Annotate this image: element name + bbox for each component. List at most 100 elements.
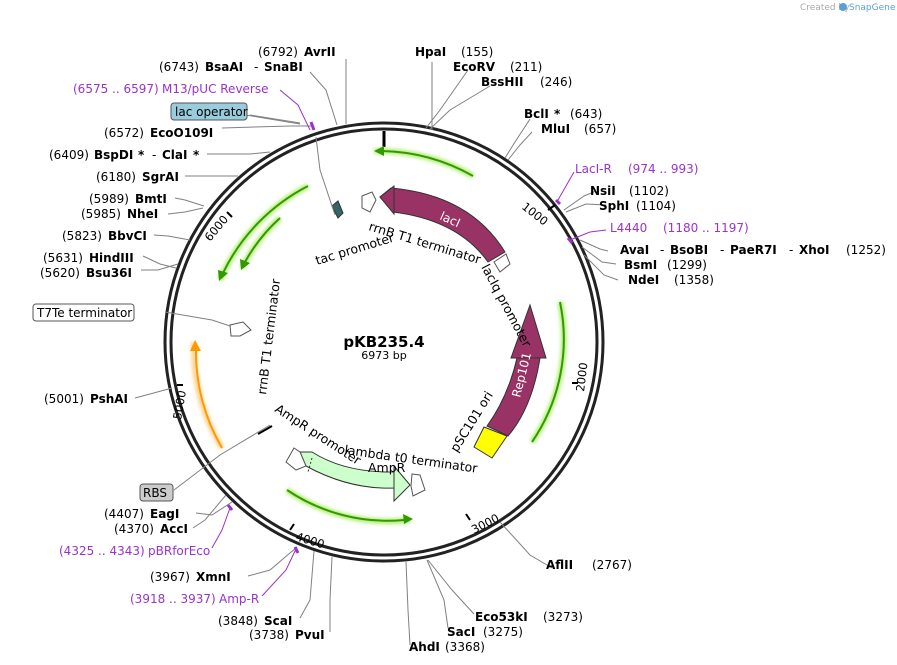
primer-ampr-range: (3918 .. 3937) — [130, 592, 216, 606]
site-mlui[interactable]: MluI (657) — [541, 122, 616, 136]
site-avrii[interactable]: (6792) AvrII — [258, 45, 336, 59]
t7te-terminator-label: T7Te terminator — [36, 306, 132, 320]
site-bmti[interactable]: (5989) BmtI — [89, 192, 167, 206]
primer-laci-r[interactable]: LacI-R (974 .. 993) — [575, 162, 698, 176]
site-nsii[interactable]: NsiI (1102) — [590, 184, 669, 198]
feature-psc101-ori[interactable] — [473, 426, 508, 459]
site-bspdi[interactable]: (6409) BspDI * - ClaI * — [49, 148, 200, 162]
tick-3000: 3000 — [469, 511, 501, 537]
t7te-terminator-box[interactable]: T7Te terminator — [32, 303, 135, 322]
site-mlui-name: MluI — [541, 122, 570, 136]
laciq-promoter-label: lacIq promoter — [478, 261, 535, 350]
lac-operator-box[interactable]: lac operator — [170, 102, 248, 121]
site-snabi-name: SnaBI — [264, 60, 303, 74]
primer-amp-r[interactable]: (3918 .. 3937) Amp-R — [130, 592, 259, 606]
site-sphi[interactable]: SphI (1104) — [599, 199, 676, 213]
site-hindiii[interactable]: (5631) HindIII — [43, 251, 134, 265]
site-bbvci[interactable]: (5823) BbvCI — [62, 229, 147, 243]
site-eagi[interactable]: (4407) EagI — [104, 507, 179, 521]
site-bcli[interactable]: BclI * (643) — [524, 107, 602, 121]
site-eagi-pos: (4407) — [104, 507, 144, 521]
lac-operator-label: lac operator — [175, 105, 248, 119]
site-avrii-name: AvrII — [304, 45, 336, 59]
site-clai-name: ClaI — [162, 148, 187, 162]
site-bsmi-pos: (1299) — [667, 258, 707, 272]
site-bsaai[interactable]: (6743) BsaAI - SnaBI — [159, 60, 303, 74]
site-sgrai[interactable]: (6180) SgrAI — [96, 170, 179, 184]
site-sgrai-pos: (6180) — [96, 170, 136, 184]
feature-lambda-terminator[interactable] — [410, 473, 426, 497]
site-bbvci-pos: (5823) — [62, 229, 102, 243]
primer-l4440-range: (1180 .. 1197) — [663, 221, 749, 235]
site-bsmi[interactable]: BsmI (1299) — [624, 258, 707, 272]
site-ndei[interactable]: NdeI (1358) — [628, 273, 714, 287]
tac-promoter-label: tac promoter — [313, 229, 396, 267]
site-ahdi[interactable]: AhdI (3368) — [409, 640, 485, 654]
feature-tac-promoter[interactable] — [331, 200, 344, 219]
site-eagi-name: EagI — [150, 507, 179, 521]
site-xhoi-name: XhoI — [799, 243, 830, 257]
site-ecorv[interactable]: EcoRV (211) — [453, 60, 542, 74]
site-pshai[interactable]: (5001) PshAI — [44, 392, 128, 406]
feature-rrnb-left[interactable] — [229, 321, 252, 337]
site-bcli-pos: (643) — [570, 107, 602, 121]
site-ndei-name: NdeI — [628, 273, 659, 287]
site-aflii-name: AflII — [546, 558, 573, 572]
rbs-label: RBS — [143, 486, 167, 500]
site-pvui-pos: (3738) — [249, 628, 289, 642]
orf-arcs — [190, 146, 567, 525]
primer-laci-r-name: LacI-R — [575, 162, 612, 176]
feature-rep101[interactable]: Rep101 — [486, 303, 547, 437]
rbs-box[interactable]: RBS — [139, 483, 174, 502]
site-nhei[interactable]: (5985) NheI — [81, 207, 158, 221]
site-hpai-pos: (155) — [461, 45, 493, 59]
site-saci[interactable]: SacI (3275) — [447, 625, 523, 639]
feature-laciq-promoter[interactable] — [493, 253, 511, 273]
site-bmti-pos: (5989) — [89, 192, 129, 206]
site-bsaai-name: BsaAI — [205, 60, 243, 74]
feature-laci[interactable]: lacI — [379, 184, 506, 263]
site-pshai-name: PshAI — [90, 392, 128, 406]
site-bspdi-star: * — [138, 148, 145, 162]
site-eco0109i[interactable]: (6572) EcoO109I — [104, 126, 213, 140]
ampr-label: AmpR — [368, 460, 406, 475]
site-xmni[interactable]: (3967) XmnI — [150, 570, 231, 584]
site-bmti-name: BmtI — [135, 192, 167, 206]
site-bsobi-name: BsoBI — [670, 243, 708, 257]
primer-laci-r-range: (974 .. 993) — [628, 162, 698, 176]
site-bsu36i-name: Bsu36I — [86, 266, 132, 280]
site-xmni-name: XmnI — [196, 570, 231, 584]
site-ndei-pos: (1358) — [674, 273, 714, 287]
site-hindiii-name: HindIII — [89, 251, 134, 265]
site-nhei-name: NheI — [127, 207, 158, 221]
leader-lines — [134, 59, 619, 646]
feature-ampr-promoter-arrow[interactable] — [285, 447, 307, 471]
site-clai-star: * — [193, 148, 200, 162]
primer-leaders — [211, 89, 607, 597]
primer-pbrforeco[interactable]: (4325 .. 4343) pBRforEco — [59, 544, 210, 558]
site-avrii-pos: (6792) — [258, 45, 298, 59]
site-mlui-pos: (657) — [584, 122, 616, 136]
site-bsu36i[interactable]: (5620) Bsu36I — [40, 266, 132, 280]
feature-ampr[interactable] — [299, 451, 411, 503]
site-ecorv-name: EcoRV — [453, 60, 496, 74]
site-bsaai-sep: - — [254, 60, 258, 74]
site-pvui-name: PvuI — [295, 628, 325, 642]
primer-l4440-name: L4440 — [610, 221, 647, 235]
primer-pbr-name: pBRforEco — [148, 544, 210, 558]
feature-rrnb-top[interactable] — [361, 191, 377, 213]
site-aflii[interactable]: AflII (2767) — [546, 558, 632, 572]
primer-m13-puc-reverse[interactable]: (6575 .. 6597) M13/pUC Reverse — [73, 82, 269, 96]
site-pvui[interactable]: (3738) PvuI — [249, 628, 325, 642]
site-avai[interactable]: AvaI - BsoBI - PaeR7I - XhoI (1252) — [620, 243, 886, 257]
site-bsshii[interactable]: BssHII (246) — [481, 75, 572, 89]
primer-l4440[interactable]: L4440 (1180 .. 1197) — [610, 221, 749, 235]
site-hpai-name: HpaI — [415, 45, 446, 59]
site-eco53ki-name: Eco53kI — [475, 610, 528, 624]
site-eco53ki[interactable]: Eco53kI (3273) — [475, 610, 583, 624]
site-hpai[interactable]: HpaI (155) — [415, 45, 493, 59]
site-saci-name: SacI — [447, 625, 475, 639]
site-acci[interactable]: (4370) AccI — [114, 522, 188, 536]
site-scai[interactable]: (3848) ScaI — [218, 614, 292, 628]
